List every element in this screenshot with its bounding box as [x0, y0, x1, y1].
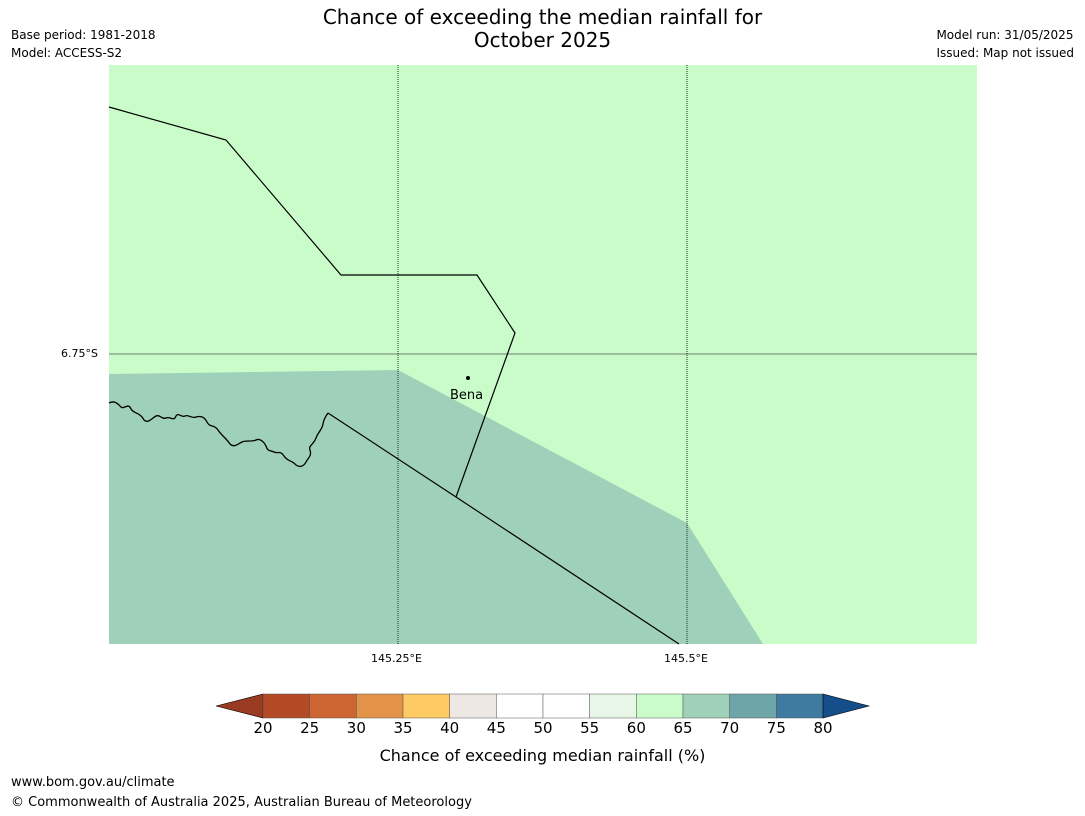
region-lower [109, 370, 763, 644]
colorbar-tick-label: 25 [300, 719, 320, 737]
colorbar-extend-high [822, 693, 871, 719]
map-title: Chance of exceeding the median rainfall … [0, 6, 1085, 52]
colorbar-tick-label: 60 [626, 719, 646, 737]
place-label-bena: Bena [450, 388, 484, 403]
colorbar-segment [309, 693, 357, 719]
colorbar-segment [682, 693, 730, 719]
colorbar-label: Chance of exceeding median rainfall (%) [379, 746, 706, 765]
colorbar-tick-label: 35 [393, 719, 413, 737]
lon-label-145-5: 145.5°E [664, 652, 708, 665]
colorbar-tick-label: 40 [440, 719, 460, 737]
colorbar-segment [729, 693, 777, 719]
meta-left: Base period: 1981-2018 Model: ACCESS-S2 [11, 26, 156, 62]
colorbar-segment [496, 693, 544, 719]
model-run: Model run: 31/05/2025 [936, 28, 1074, 42]
colorbar-segment [636, 693, 684, 719]
colorbar-segment [589, 693, 637, 719]
model-name: Model: ACCESS-S2 [11, 46, 123, 60]
colorbar-segment [776, 693, 824, 719]
colorbar-tick-label: 80 [813, 719, 833, 737]
colorbar-segment [402, 693, 450, 719]
boundary-line-south [327, 412, 680, 645]
colorbar-tick-label: 45 [486, 719, 506, 737]
colorbar-segment [356, 693, 404, 719]
colorbar-segment [262, 693, 310, 719]
colorbar-tick-label: 75 [766, 719, 786, 737]
town-marker-bena [466, 376, 470, 380]
colorbar-tick-label: 50 [533, 719, 553, 737]
footer-copyright: © Commonwealth of Australia 2025, Austra… [11, 795, 472, 810]
lon-label-145-25: 145.25°E [371, 652, 422, 665]
base-period: Base period: 1981-2018 [11, 28, 156, 42]
title-line-2: October 2025 [473, 28, 612, 52]
meta-right: Model run: 31/05/2025 Issued: Map not is… [936, 26, 1074, 62]
colorbar-tick-label: 55 [580, 719, 600, 737]
footer-url[interactable]: www.bom.gov.au/climate [11, 775, 175, 790]
colorbar-tick-label: 70 [720, 719, 740, 737]
colorbar-tick-label: 30 [346, 719, 366, 737]
colorbar-tick-label: 20 [253, 719, 273, 737]
lat-label: 6.75°S [61, 347, 98, 360]
boundary-line-north [108, 106, 516, 498]
colorbar-tick-label: 65 [673, 719, 693, 737]
issued-status: Issued: Map not issued [936, 46, 1074, 60]
coastline [108, 401, 329, 468]
colorbar-segment [542, 693, 590, 719]
title-line-1: Chance of exceeding the median rainfall … [322, 5, 763, 29]
colorbar-extend-low [215, 693, 264, 719]
colorbar-segment [449, 693, 497, 719]
